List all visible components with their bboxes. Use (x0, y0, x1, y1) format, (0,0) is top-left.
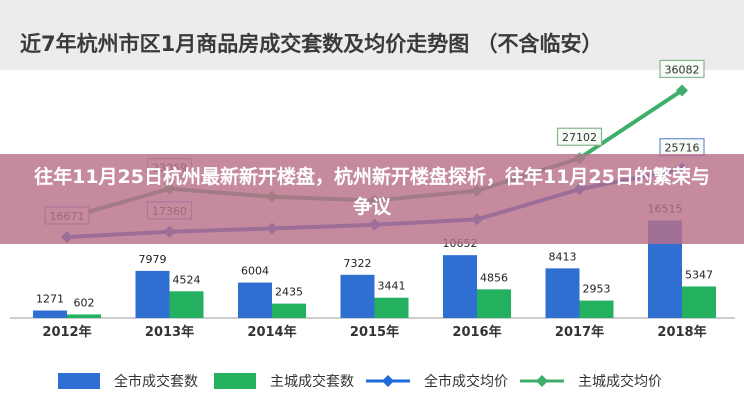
x-tick-label: 2017年 (555, 324, 604, 340)
headline-text: 往年11月25日杭州最新新开楼盘，杭州新开楼盘探析，往年11月25日的繁荣与争议 (34, 166, 710, 218)
bar-main-city-units (374, 297, 409, 318)
legend-label: 全市成交套数 (114, 374, 198, 390)
price-label-box (659, 59, 705, 79)
data-label-citywide-units: 1271 (36, 293, 64, 306)
data-label-main-city-units: 2953 (583, 283, 611, 296)
bar-citywide-units (135, 270, 170, 318)
bar-citywide-units (33, 310, 67, 318)
x-tick-label: 2016年 (452, 324, 501, 340)
data-label-main-city-units: 4856 (480, 271, 508, 284)
green-bar-swatch (214, 373, 256, 389)
x-tick-label: 2012年 (42, 324, 91, 340)
x-tick-label: 2018年 (657, 324, 706, 340)
bar-citywide-units (545, 268, 580, 318)
data-label-main-city-units: 2435 (275, 286, 303, 299)
legend-label: 主城成交套数 (270, 374, 354, 390)
price-label-main-city-price: 27102 (562, 131, 597, 144)
bar-citywide-units (238, 282, 272, 318)
green-line-marker (520, 375, 564, 387)
price-label-citywide-price: 25716 (665, 142, 700, 155)
data-label-main-city-units: 5347 (685, 268, 713, 281)
point-main-city-price (676, 84, 688, 97)
legend: 全市成交套数 主城成交套数 全市成交均价 主城成交均价 (0, 363, 744, 400)
data-label-citywide-units: 6004 (241, 265, 269, 278)
x-tick-label: 2015年 (350, 324, 399, 340)
legend-item-citywide-price: 全市成交均价 (366, 371, 508, 391)
price-label-box (556, 127, 603, 146)
data-label-citywide-units: 7322 (344, 257, 372, 270)
bar-main-city-units (682, 286, 716, 318)
blue-line-marker (366, 375, 410, 387)
legend-item-citywide-units: 全市成交套数 (58, 371, 198, 391)
bar-citywide-units (443, 255, 477, 318)
data-label-main-city-units: 3441 (378, 280, 406, 293)
legend-label: 全市成交均价 (424, 374, 508, 390)
title-band: 近7年杭州市区1月商品房成交套数及均价走势图 （不含临安） (0, 0, 744, 70)
price-label-main-city-price: 36082 (665, 63, 700, 76)
legend-label: 主城成交均价 (578, 374, 662, 390)
bar-main-city-units (579, 300, 614, 318)
chart-title: 近7年杭州市区1月商品房成交套数及均价走势图 （不含临安） (20, 32, 603, 56)
bar-main-city-units (67, 314, 101, 318)
data-label-citywide-units: 8413 (549, 250, 577, 263)
bar-main-city-units (477, 289, 511, 318)
legend-item-main-city-price: 主城成交均价 (520, 371, 662, 391)
bar-main-city-units (169, 291, 204, 318)
data-label-citywide-units: 7979 (139, 253, 167, 266)
data-label-main-city-units: 4524 (173, 273, 201, 286)
data-label-main-city-units: 602 (74, 296, 95, 309)
x-tick-label: 2013年 (145, 324, 194, 340)
blue-bar-swatch (58, 373, 100, 389)
bar-citywide-units (340, 274, 375, 318)
legend-item-main-city-units: 主城成交套数 (214, 371, 354, 391)
bar-main-city-units (272, 303, 306, 318)
headline-overlay: 往年11月25日杭州最新新开楼盘，杭州新开楼盘探析，往年11月25日的繁荣与争议 (0, 154, 744, 244)
x-tick-label: 2014年 (247, 324, 296, 340)
